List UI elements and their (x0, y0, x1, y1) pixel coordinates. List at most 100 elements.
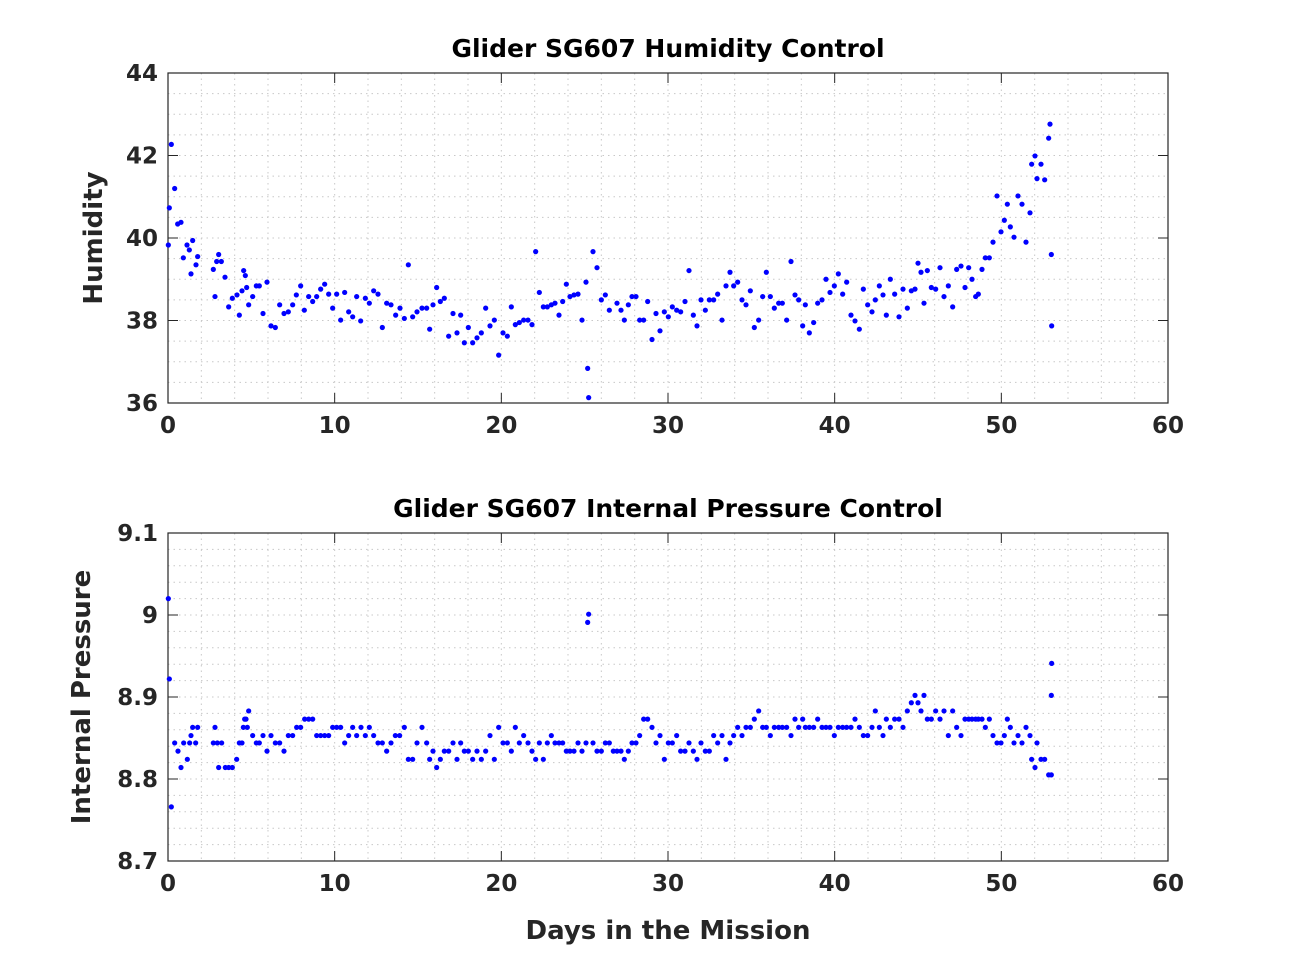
data-point (686, 267, 692, 274)
data-point (747, 724, 753, 730)
data-point (166, 205, 172, 211)
x-tick-label: 50 (985, 871, 1017, 897)
data-point (614, 300, 620, 306)
data-point (579, 317, 585, 323)
data-point (334, 724, 340, 730)
data-point (437, 756, 443, 762)
data-point (1038, 756, 1044, 762)
data-point (350, 314, 356, 320)
data-point (788, 732, 794, 739)
data-point (1048, 692, 1054, 698)
data-point (625, 302, 631, 308)
data-point (244, 284, 250, 291)
data-point (802, 724, 808, 730)
data-point (835, 271, 841, 277)
data-point (618, 307, 624, 313)
data-point (290, 302, 296, 308)
data-point (610, 748, 616, 754)
data-point (827, 724, 833, 730)
data-point (218, 258, 224, 265)
x-tick-label: 10 (319, 871, 351, 897)
data-point (998, 229, 1004, 235)
x-tick-label: 60 (1152, 871, 1184, 897)
data-point (918, 708, 924, 714)
data-point (512, 322, 518, 328)
data-point (214, 740, 220, 746)
data-point (690, 312, 696, 318)
data-point (193, 740, 199, 746)
data-point (441, 748, 447, 754)
data-point (702, 307, 708, 313)
data-point (1001, 217, 1007, 223)
data-point (362, 295, 368, 301)
data-point (994, 740, 1000, 746)
data-point (602, 740, 608, 746)
data-point (674, 307, 680, 313)
y-tick-label: 42 (126, 144, 158, 170)
data-point (1032, 764, 1038, 771)
data-point (430, 748, 436, 754)
data-point (994, 193, 1000, 199)
data-point (446, 333, 452, 339)
data-point (594, 265, 600, 271)
data-point (585, 365, 591, 371)
data-point (900, 724, 906, 730)
data-point (181, 740, 187, 746)
pressure-series (165, 596, 1055, 810)
data-point (397, 305, 403, 311)
data-point (966, 265, 972, 271)
data-point (195, 253, 201, 260)
data-point (937, 265, 943, 271)
data-point (216, 764, 222, 771)
data-point (954, 724, 960, 730)
data-point (835, 724, 841, 730)
data-point (371, 288, 377, 294)
data-point (326, 291, 332, 297)
data-point (190, 724, 196, 730)
data-point (556, 312, 562, 318)
data-point (465, 324, 471, 331)
data-point (645, 298, 651, 305)
data-point (366, 300, 372, 306)
data-point (602, 292, 608, 298)
data-point (641, 716, 647, 722)
data-point (222, 274, 228, 280)
data-point (661, 756, 667, 762)
data-point (1048, 251, 1054, 258)
data-point (330, 305, 336, 311)
x-tick-label: 60 (1152, 413, 1184, 439)
data-point (872, 297, 878, 303)
data-point (214, 258, 220, 265)
data-point (294, 724, 300, 730)
data-point (465, 748, 471, 754)
data-point (665, 740, 671, 746)
data-point (178, 764, 184, 771)
data-point (661, 309, 667, 315)
data-point (941, 708, 947, 714)
data-point (800, 323, 806, 329)
y-tick-label: 44 (126, 61, 158, 87)
data-point (446, 748, 452, 754)
data-point (958, 732, 964, 739)
data-point (250, 293, 256, 300)
data-point (706, 297, 712, 303)
data-point (216, 251, 222, 258)
data-point (796, 724, 802, 730)
data-point (427, 756, 433, 762)
data-point (354, 293, 360, 300)
data-point (806, 724, 812, 730)
data-point (633, 293, 639, 300)
data-point (306, 716, 312, 722)
data-point (669, 740, 675, 746)
data-point (880, 732, 886, 739)
data-point (229, 295, 235, 301)
data-point (375, 291, 381, 297)
data-point (657, 732, 663, 739)
data-point (645, 716, 651, 722)
data-point (1034, 740, 1040, 746)
data-point (516, 740, 522, 746)
data-point (548, 732, 554, 739)
data-point (892, 291, 898, 297)
data-point (210, 266, 216, 272)
